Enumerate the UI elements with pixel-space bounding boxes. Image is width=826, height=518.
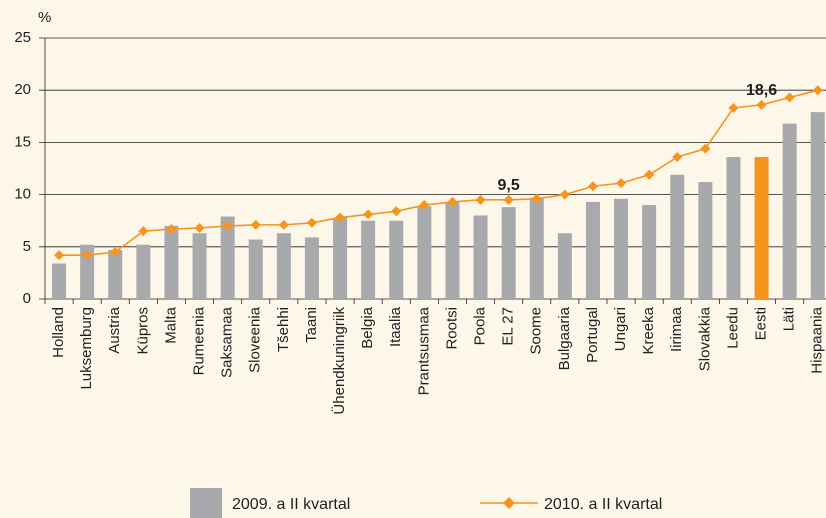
x-tick-label: Slovakkia xyxy=(696,306,713,371)
marker xyxy=(559,189,570,200)
x-tick-label: Luksemburg xyxy=(78,307,95,390)
x-tick-label: Malta xyxy=(162,306,179,343)
x-tick-label: Eesti xyxy=(753,307,770,340)
bar xyxy=(529,197,544,299)
x-tick-label: Soome xyxy=(528,307,545,355)
x-tick-label: Itaalia xyxy=(387,306,404,347)
bar xyxy=(810,112,825,300)
line xyxy=(59,89,818,256)
x-tick-label: Leedu xyxy=(724,307,741,349)
bar xyxy=(361,220,376,299)
bar xyxy=(501,207,516,299)
marker xyxy=(812,85,823,96)
bar xyxy=(585,201,600,299)
y-tick-label: 20 xyxy=(14,81,31,98)
marker xyxy=(447,196,458,207)
marker xyxy=(54,250,65,261)
x-tick-label: Saksamaa xyxy=(219,306,236,378)
x-tick-label: Rumeenia xyxy=(191,306,208,375)
bar xyxy=(782,123,797,299)
x-tick-label: Küpros xyxy=(134,307,151,355)
bar xyxy=(614,198,629,299)
marker xyxy=(222,220,233,231)
x-tick-label: Iirimaa xyxy=(668,306,685,352)
bar xyxy=(276,233,291,299)
x-tick-label: Belgia xyxy=(359,306,376,348)
x-tick-label: Bulgaaria xyxy=(556,306,573,370)
marker xyxy=(503,194,514,205)
x-tick-label: Austria xyxy=(106,306,123,353)
legend-swatch xyxy=(503,497,515,509)
marker xyxy=(250,219,261,230)
marker xyxy=(138,226,149,237)
x-tick-label: Poola xyxy=(472,306,489,345)
bar xyxy=(136,244,151,299)
y-tick-label: 10 xyxy=(14,186,31,203)
marker xyxy=(672,152,683,163)
bar xyxy=(389,220,404,299)
data-label: 9,5 xyxy=(498,177,520,194)
bar xyxy=(164,225,179,299)
marker xyxy=(587,181,598,192)
x-tick-label: Holland xyxy=(50,307,67,358)
y-axis-label: % xyxy=(38,9,51,26)
marker xyxy=(363,209,374,220)
marker xyxy=(194,223,205,234)
x-tick-label: Sloveenia xyxy=(247,306,264,373)
bar xyxy=(220,216,235,299)
y-tick-label: 5 xyxy=(23,238,31,255)
bar xyxy=(473,215,488,299)
bar xyxy=(52,263,67,299)
bar xyxy=(445,201,460,299)
marker xyxy=(391,206,402,217)
bar xyxy=(304,237,319,299)
marker xyxy=(616,178,627,189)
x-tick-label: Prantsusmaa xyxy=(415,306,432,395)
marker xyxy=(278,219,289,230)
legend-swatch xyxy=(190,488,222,518)
bar xyxy=(557,233,572,299)
x-tick-label: Hispaania xyxy=(809,306,826,373)
bar xyxy=(670,174,685,299)
bar xyxy=(333,217,348,299)
y-tick-label: 0 xyxy=(23,290,31,307)
marker xyxy=(644,169,655,180)
y-tick-label: 15 xyxy=(14,133,31,150)
marker xyxy=(166,224,177,235)
marker xyxy=(306,217,317,228)
x-tick-label: Rootsi xyxy=(443,307,460,350)
bar xyxy=(248,239,263,299)
x-tick-label: Läti xyxy=(781,307,798,331)
x-tick-label: EL 27 xyxy=(500,307,517,346)
bar xyxy=(754,157,769,299)
legend-label: 2009. a II kvartal xyxy=(232,496,350,513)
bar xyxy=(642,205,657,299)
bar xyxy=(108,249,123,299)
bar xyxy=(698,182,713,299)
x-tick-label: Taani xyxy=(303,307,320,343)
marker xyxy=(82,250,93,261)
x-tick-label: Portugal xyxy=(584,307,601,363)
x-tick-label: Ungari xyxy=(612,307,629,351)
x-tick-label: Kreeka xyxy=(640,306,657,354)
marker xyxy=(700,143,711,154)
marker xyxy=(756,99,767,110)
marker xyxy=(475,194,486,205)
bar xyxy=(417,206,432,299)
bar xyxy=(726,157,741,299)
marker xyxy=(784,92,795,103)
marker xyxy=(335,212,346,223)
marker xyxy=(531,193,542,204)
marker xyxy=(110,247,121,258)
x-tick-label: Ühendkuningriik xyxy=(330,307,348,415)
marker xyxy=(419,200,430,211)
x-tick-label: Tšehhi xyxy=(275,307,292,352)
marker xyxy=(728,102,739,113)
bar xyxy=(80,244,95,299)
y-tick-label: 25 xyxy=(14,29,31,46)
data-label: 18,6 xyxy=(746,82,777,99)
legend-label: 2010. a II kvartal xyxy=(544,496,662,513)
bar xyxy=(192,233,207,299)
